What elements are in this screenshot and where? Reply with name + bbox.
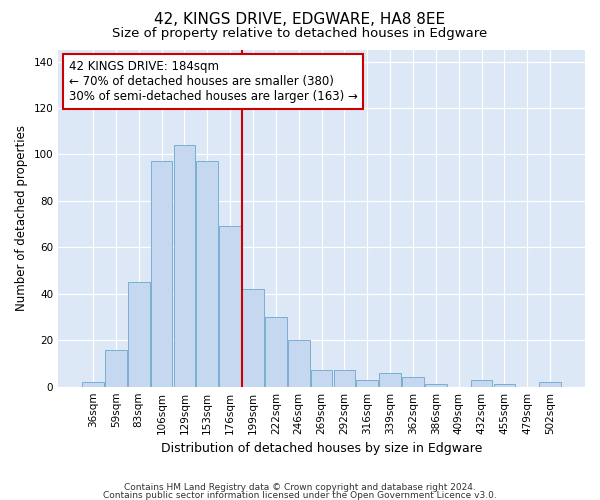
- Bar: [219, 226, 241, 386]
- Text: 42, KINGS DRIVE, EDGWARE, HA8 8EE: 42, KINGS DRIVE, EDGWARE, HA8 8EE: [154, 12, 446, 28]
- Bar: [196, 162, 218, 386]
- Bar: [494, 384, 515, 386]
- Text: 42 KINGS DRIVE: 184sqm
← 70% of detached houses are smaller (380)
30% of semi-de: 42 KINGS DRIVE: 184sqm ← 70% of detached…: [69, 60, 358, 103]
- Text: Size of property relative to detached houses in Edgware: Size of property relative to detached ho…: [112, 28, 488, 40]
- Bar: [151, 162, 172, 386]
- Text: Contains public sector information licensed under the Open Government Licence v3: Contains public sector information licen…: [103, 490, 497, 500]
- Bar: [265, 317, 287, 386]
- Bar: [471, 380, 493, 386]
- Bar: [311, 370, 332, 386]
- Bar: [539, 382, 561, 386]
- Bar: [242, 289, 264, 386]
- Bar: [334, 370, 355, 386]
- Bar: [82, 382, 104, 386]
- Bar: [402, 378, 424, 386]
- Bar: [128, 282, 149, 387]
- Bar: [105, 350, 127, 387]
- Y-axis label: Number of detached properties: Number of detached properties: [15, 126, 28, 312]
- Text: Contains HM Land Registry data © Crown copyright and database right 2024.: Contains HM Land Registry data © Crown c…: [124, 484, 476, 492]
- Bar: [425, 384, 447, 386]
- Bar: [379, 372, 401, 386]
- Bar: [288, 340, 310, 386]
- X-axis label: Distribution of detached houses by size in Edgware: Distribution of detached houses by size …: [161, 442, 482, 455]
- Bar: [356, 380, 378, 386]
- Bar: [173, 145, 195, 386]
